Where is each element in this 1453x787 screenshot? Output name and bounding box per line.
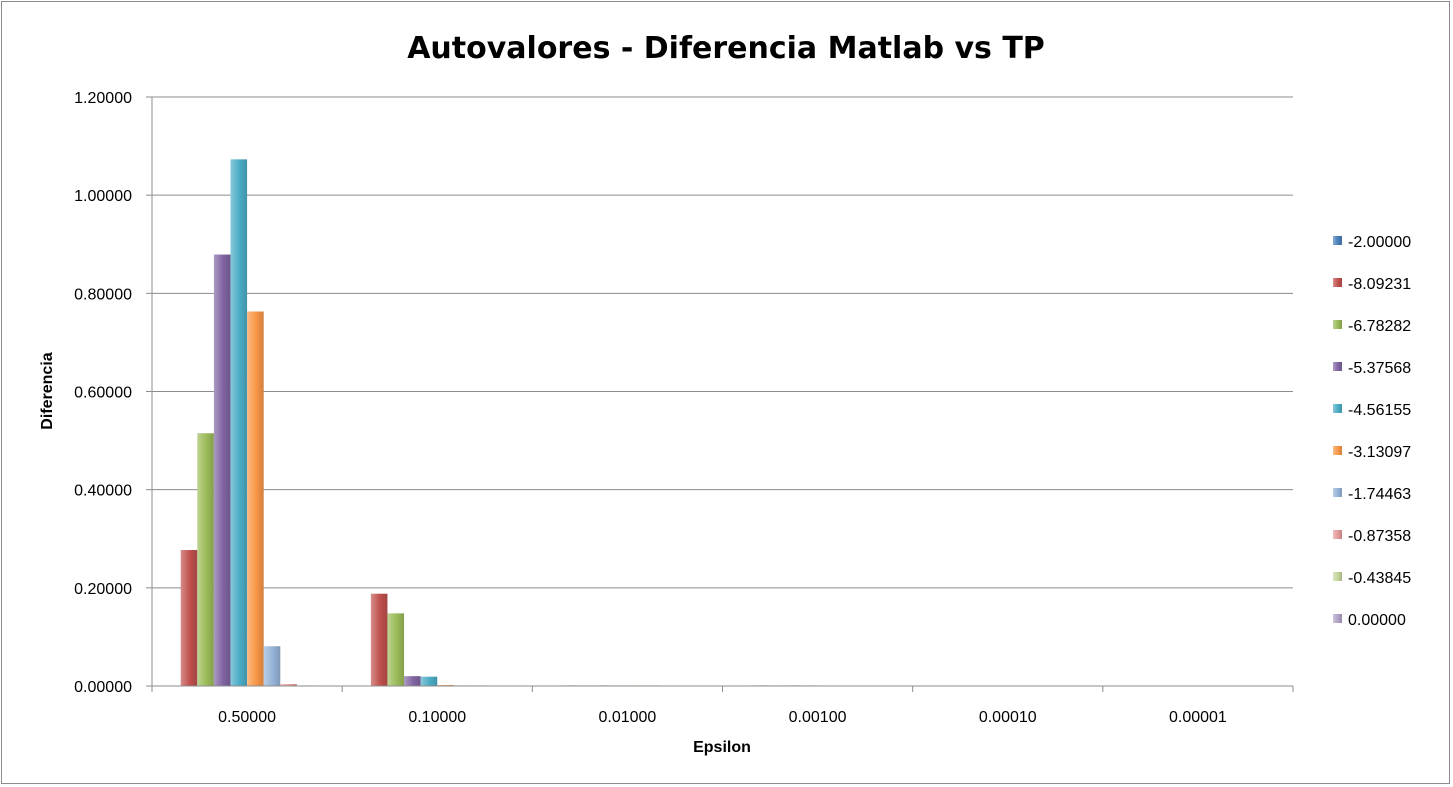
bar	[420, 676, 438, 686]
chart-title: Autovalores - Diferencia Matlab vs TP	[407, 31, 1045, 66]
y-tick-label: 1.20000	[74, 90, 132, 107]
bar	[387, 613, 405, 686]
legend-swatch	[1333, 488, 1342, 497]
y-axis-title: Diferencia	[39, 352, 56, 429]
x-tick-label: 0.10000	[408, 709, 466, 726]
bars	[180, 159, 818, 687]
y-tick-label: 1.00000	[74, 188, 132, 205]
legend-swatch	[1333, 278, 1342, 287]
x-tick-label: 0.00001	[1169, 709, 1227, 726]
y-tick-label: 0.20000	[74, 581, 132, 598]
legend-label: -3.13097	[1348, 444, 1411, 461]
x-tick-label: 0.50000	[218, 709, 276, 726]
x-tick-label: 0.01000	[598, 709, 656, 726]
legend-label: -1.74463	[1348, 486, 1411, 503]
x-tick-labels: 0.50000 0.10000 0.01000 0.00100 0.00010 0.000…	[218, 709, 1227, 726]
bar	[404, 676, 421, 686]
bar	[213, 254, 231, 686]
gridlines	[146, 96, 1293, 687]
y-tick-label: 0.80000	[74, 286, 132, 303]
bar	[370, 593, 388, 686]
bar	[247, 311, 264, 686]
legend-label: -6.78282	[1348, 318, 1411, 335]
x-tick-label: 0.00010	[979, 709, 1037, 726]
legend-label: -0.43845	[1348, 570, 1411, 587]
legend-swatch	[1333, 320, 1342, 329]
legend-label: -2.00000	[1348, 234, 1411, 251]
legend-swatch	[1333, 446, 1342, 455]
legend-swatch	[1333, 572, 1342, 581]
legend-label: -4.56155	[1348, 402, 1411, 419]
x-axis-title: Epsilon	[693, 739, 751, 756]
legend-swatch	[1333, 614, 1342, 623]
legend-swatch	[1333, 236, 1342, 245]
bar	[280, 684, 297, 686]
y-tick-labels: 0.00000 0.20000 0.40000 0.60000 0.80000 1.000…	[74, 90, 132, 696]
legend-label: -8.09231	[1348, 276, 1411, 293]
y-tick-label: 0.40000	[74, 483, 132, 500]
legend-label: 0.00000	[1348, 612, 1406, 629]
bar	[197, 433, 214, 686]
axes	[151, 97, 1294, 692]
legend-swatch	[1333, 530, 1342, 539]
legend: -2.00000 -8.09231 -6.78282 -5.37568 -4.56155…	[1333, 234, 1411, 629]
bar	[263, 646, 281, 686]
legend-swatch	[1333, 404, 1342, 413]
y-tick-label: 0.00000	[74, 679, 132, 696]
y-tick-label: 0.60000	[74, 385, 132, 402]
legend-swatch	[1333, 362, 1342, 371]
x-tick-label: 0.00100	[789, 709, 847, 726]
legend-label: -0.87358	[1348, 528, 1411, 545]
legend-label: -5.37568	[1348, 360, 1411, 377]
bar	[230, 159, 248, 687]
bar	[180, 550, 198, 686]
